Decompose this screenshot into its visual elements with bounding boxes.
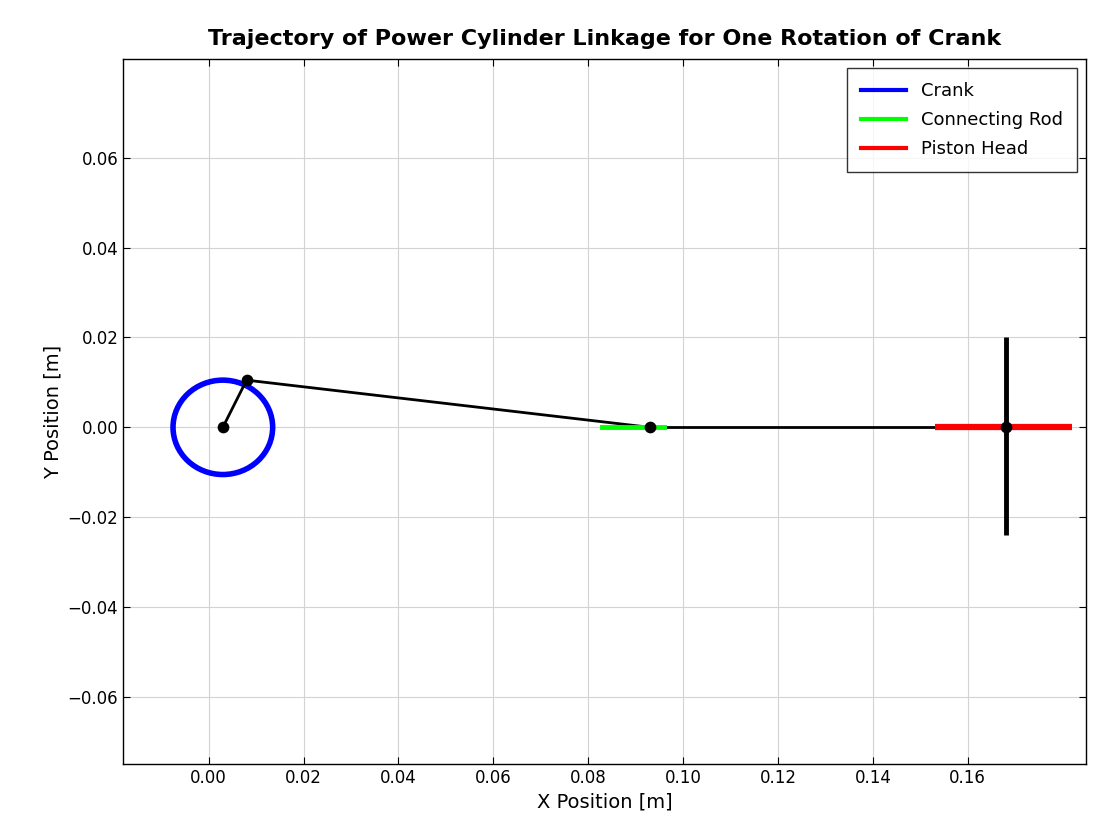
Point [237, 374, 255, 387]
Point [214, 421, 232, 434]
Point [997, 421, 1015, 434]
X-axis label: X Position [m]: X Position [m] [536, 793, 673, 811]
Point [641, 421, 659, 434]
Legend: Crank, Connecting Rod, Piston Head: Crank, Connecting Rod, Piston Head [847, 68, 1077, 172]
Y-axis label: Y Position [m]: Y Position [m] [43, 344, 62, 479]
Title: Trajectory of Power Cylinder Linkage for One Rotation of Crank: Trajectory of Power Cylinder Linkage for… [208, 29, 1001, 49]
